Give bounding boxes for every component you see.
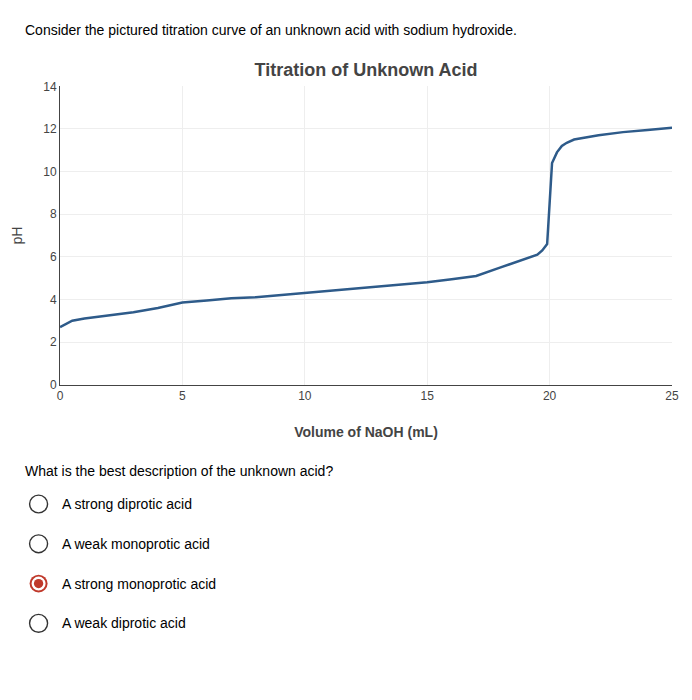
- svg-text:Volume of NaOH (mL): Volume of NaOH (mL): [294, 424, 438, 440]
- svg-text:What is the best description o: What is the best description of the unkn…: [25, 463, 333, 479]
- svg-text:6: 6: [50, 250, 57, 264]
- svg-text:Consider the pictured titratio: Consider the pictured titration curve of…: [25, 22, 517, 38]
- svg-text:4: 4: [50, 293, 57, 307]
- svg-text:0: 0: [50, 378, 57, 392]
- svg-text:8: 8: [50, 207, 57, 221]
- svg-text:14: 14: [43, 80, 57, 94]
- svg-text:A strong monoprotic acid: A strong monoprotic acid: [62, 576, 216, 592]
- svg-text:10: 10: [43, 165, 57, 179]
- svg-text:pH: pH: [9, 227, 25, 245]
- svg-text:Titration of Unknown Acid: Titration of Unknown Acid: [255, 60, 478, 80]
- svg-text:A weak monoprotic acid: A weak monoprotic acid: [62, 536, 210, 552]
- svg-text:20: 20: [543, 389, 557, 403]
- svg-text:2: 2: [50, 335, 57, 349]
- svg-text:A strong diprotic acid: A strong diprotic acid: [62, 496, 192, 512]
- svg-text:5: 5: [179, 389, 186, 403]
- svg-text:0: 0: [57, 389, 64, 403]
- svg-text:A weak diprotic acid: A weak diprotic acid: [62, 615, 186, 631]
- svg-text:10: 10: [298, 389, 312, 403]
- svg-text:25: 25: [665, 389, 679, 403]
- svg-text:12: 12: [43, 122, 57, 136]
- svg-text:15: 15: [421, 389, 435, 403]
